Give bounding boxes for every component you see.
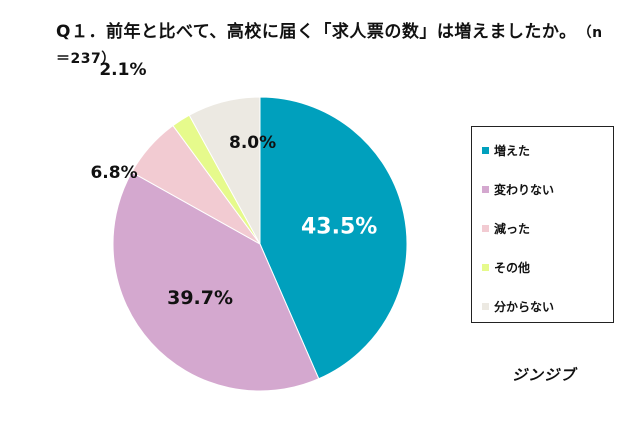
legend-item-1: 増えた [482, 141, 530, 159]
slice-data-label-3: 6.8% [90, 163, 137, 183]
legend-swatch [482, 224, 489, 232]
pie-slice-5 [188, 96, 261, 245]
pie-slice-1 [259, 96, 408, 380]
legend-item-2: 変わりない [482, 180, 554, 198]
chart-title-text: Q１．前年と比べて、高校に届く「求人票の数」は増えましたか。 [56, 22, 577, 42]
legend-item-4: その他 [482, 258, 530, 276]
source-credit: ジンジブ [512, 366, 577, 384]
legend-label: その他 [494, 260, 531, 275]
slice-data-label-5: 8.0% [229, 133, 276, 153]
legend-item-3: 減った [482, 219, 530, 237]
pie-slice-2 [112, 171, 320, 392]
legend-swatch [482, 146, 489, 154]
legend-swatch [482, 263, 489, 271]
sample-size-note: （n＝237） [56, 25, 603, 67]
legend-label: 分からない [494, 299, 555, 314]
legend-swatch [482, 302, 489, 310]
slice-data-label-4: 2.1% [99, 60, 146, 80]
legend-swatch [482, 185, 489, 193]
legend: 増えた変わりない減ったその他分からない [471, 126, 614, 323]
legend-item-5: 分からない [482, 297, 554, 315]
slice-data-label-1: 43.5% [301, 214, 377, 239]
legend-label: 減った [494, 221, 531, 236]
legend-label: 変わりない [494, 182, 555, 197]
legend-label: 増えた [494, 143, 531, 158]
slice-data-label-2: 39.7% [167, 287, 233, 309]
chart-title: Q１．前年と比べて、高校に届く「求人票の数」は増えましたか。 （n＝237） [56, 20, 616, 72]
